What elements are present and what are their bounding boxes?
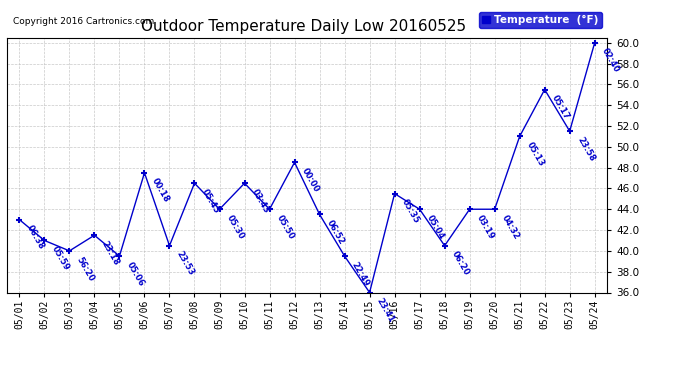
Text: 05:35: 05:35 (400, 198, 422, 225)
Legend: Temperature  (°F): Temperature (°F) (479, 12, 602, 28)
Text: 05:50: 05:50 (275, 213, 296, 241)
Text: 05:13: 05:13 (525, 141, 546, 168)
Text: 00:00: 00:00 (300, 166, 321, 194)
Text: 05:04: 05:04 (425, 213, 446, 241)
Text: 56:20: 56:20 (75, 255, 96, 283)
Text: 05:30: 05:30 (225, 213, 246, 241)
Text: 23:41: 23:41 (375, 297, 396, 324)
Text: 04:32: 04:32 (500, 213, 522, 241)
Text: 06:20: 06:20 (450, 250, 471, 278)
Text: 22:49: 22:49 (350, 260, 371, 288)
Text: Outdoor Temperature Daily Low 20160525: Outdoor Temperature Daily Low 20160525 (141, 19, 466, 34)
Text: Copyright 2016 Cartronics.com: Copyright 2016 Cartronics.com (13, 17, 154, 26)
Text: 00:18: 00:18 (150, 177, 171, 204)
Text: 05:45: 05:45 (200, 188, 221, 215)
Text: 03:19: 03:19 (475, 213, 496, 241)
Text: 06:52: 06:52 (325, 219, 346, 246)
Text: 05:17: 05:17 (550, 94, 571, 121)
Text: 05:06: 05:06 (125, 260, 146, 288)
Text: 23:53: 23:53 (175, 250, 196, 278)
Text: 03:43: 03:43 (250, 188, 271, 215)
Text: 02:40: 02:40 (600, 47, 622, 74)
Text: 06:38: 06:38 (25, 224, 46, 251)
Text: 23:18: 23:18 (100, 239, 121, 267)
Text: 23:58: 23:58 (575, 135, 596, 163)
Text: 05:59: 05:59 (50, 244, 71, 272)
